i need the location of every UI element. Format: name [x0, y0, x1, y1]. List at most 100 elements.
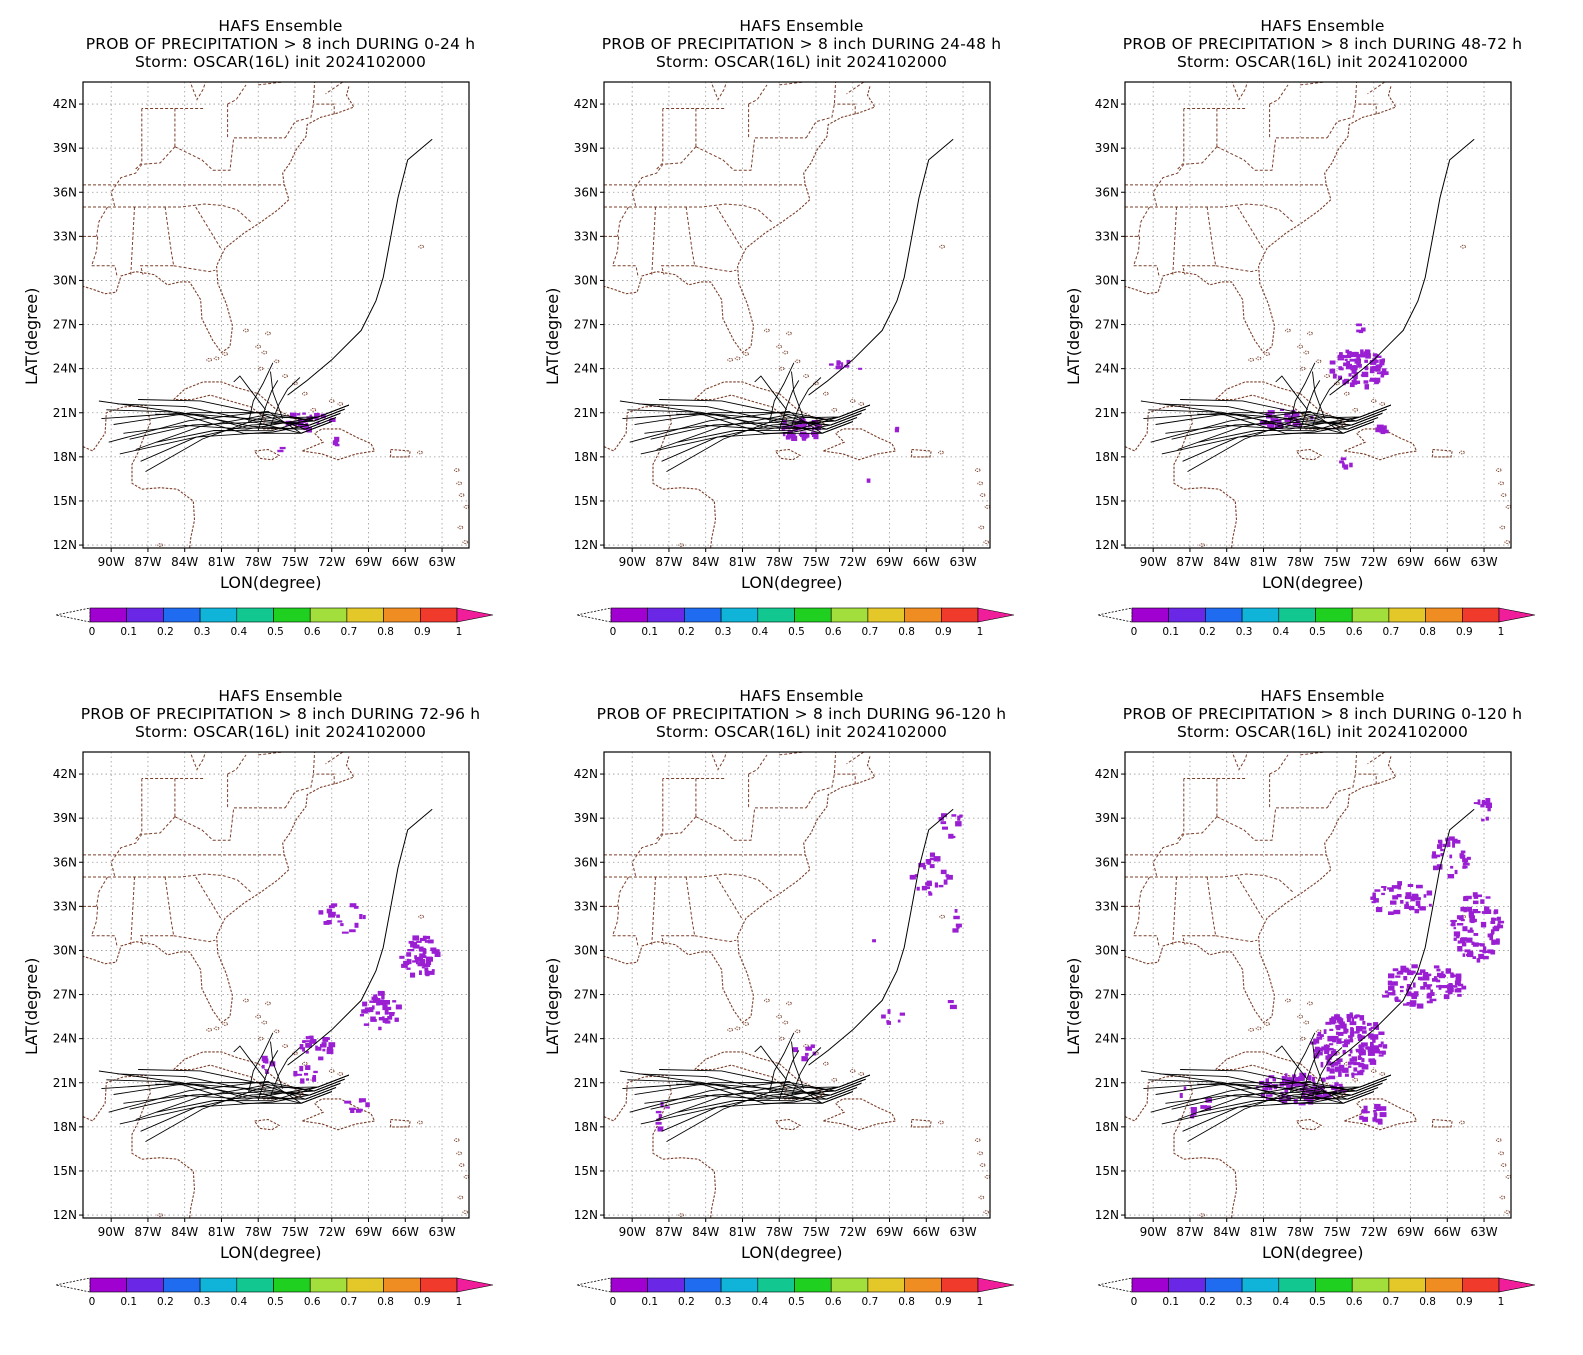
- state-border: [675, 82, 727, 101]
- ensemble-track-branch: [1299, 380, 1321, 431]
- precip-cell: [805, 1046, 812, 1051]
- precip-cell: [1380, 375, 1385, 378]
- precip-cell: [1424, 973, 1432, 977]
- precip-cell: [953, 915, 960, 920]
- precip-cell: [928, 892, 933, 896]
- precip-cell: [1496, 916, 1501, 921]
- lat-tick-label: 15N: [1095, 1164, 1119, 1178]
- ensemble-track: [676, 413, 858, 430]
- precip-cell: [1334, 1082, 1339, 1086]
- precip-cell: [1373, 1113, 1378, 1116]
- precip-cell: [1326, 1076, 1330, 1080]
- state-border: [716, 876, 743, 920]
- precip-cell: [296, 413, 301, 416]
- precip-cell: [955, 923, 962, 928]
- state-border: [1125, 905, 1160, 948]
- precip-cell: [1335, 1068, 1342, 1072]
- precip-cell: [1404, 904, 1409, 909]
- island: [727, 1027, 734, 1032]
- panel-ensemble-title: HAFS Ensemble: [1260, 17, 1385, 35]
- island: [456, 481, 463, 486]
- island: [310, 407, 317, 412]
- ensemble-track: [156, 404, 350, 443]
- precip-cell: [1356, 362, 1361, 366]
- precip-cell: [262, 1060, 267, 1063]
- ensemble-track-branch: [754, 1045, 787, 1081]
- precip-cell: [957, 815, 961, 821]
- lon-tick-label: 90W: [1140, 555, 1167, 569]
- precip-cell: [1482, 946, 1487, 951]
- lat-tick-label: 39N: [574, 141, 598, 155]
- colorbar-label: 0.6: [304, 626, 321, 638]
- precip-cell: [1293, 1099, 1298, 1105]
- colorbar-label: 0.1: [1162, 1296, 1179, 1308]
- coastline: [604, 404, 717, 548]
- precip-cell: [1454, 869, 1458, 875]
- precip-cell: [368, 1008, 374, 1013]
- precip-cell: [1440, 853, 1444, 857]
- precip-cell: [1348, 1054, 1352, 1057]
- ensemble-track-branch: [270, 371, 284, 419]
- precip-cell: [1357, 1070, 1364, 1076]
- precip-cell: [1411, 964, 1418, 969]
- ensemble-track: [1197, 413, 1379, 430]
- precip-cell: [1355, 375, 1358, 380]
- ensemble-track: [108, 410, 332, 443]
- state-border: [1215, 935, 1258, 943]
- precip-cell: [1353, 1067, 1358, 1072]
- colorbar-under-triangle: [1097, 1277, 1133, 1293]
- island: [1264, 1022, 1270, 1026]
- state-border: [1196, 82, 1248, 101]
- lat-tick-label: 24N: [574, 1032, 598, 1046]
- island: [776, 1014, 783, 1019]
- precip-cell: [1285, 1073, 1288, 1078]
- precip-cell: [1436, 985, 1441, 988]
- panel-prob-title: PROB OF PRECIPITATION > 8 inch DURING 0-…: [1122, 705, 1523, 723]
- precip-cell: [1329, 368, 1336, 374]
- precip-cell: [1358, 1063, 1366, 1068]
- island: [1248, 1027, 1255, 1032]
- lat-tick-label: 42N: [53, 97, 77, 111]
- precip-cell: [810, 1044, 815, 1049]
- precip-cell: [1372, 892, 1376, 898]
- precip-cell: [1343, 464, 1349, 470]
- lon-tick-label: 66W: [913, 555, 940, 569]
- precip-cell: [1467, 952, 1474, 958]
- ensemble-track-branch: [247, 362, 274, 424]
- precip-cell: [1465, 895, 1472, 900]
- colorbar-label: 0.1: [641, 1296, 658, 1308]
- precip-cell: [1392, 968, 1399, 972]
- precip-cell: [1464, 949, 1471, 953]
- precip-cell: [1396, 971, 1404, 975]
- precip-cell: [1478, 953, 1484, 959]
- precip-cell: [396, 1006, 401, 1009]
- precip-cell: [1394, 981, 1398, 986]
- lon-tick-label: 78W: [766, 555, 793, 569]
- lat-tick-label: 15N: [1095, 494, 1119, 508]
- island: [255, 1014, 262, 1019]
- precip-cell: [1472, 909, 1478, 912]
- precip-cell: [881, 1014, 886, 1019]
- precip-cell: [1357, 363, 1362, 368]
- precip-cell: [1343, 1027, 1347, 1032]
- precip-cell: [1383, 886, 1386, 891]
- colorbar-over-triangle: [977, 607, 1015, 623]
- state-border: [325, 752, 344, 765]
- state-border: [1367, 752, 1386, 765]
- precip-cell: [1349, 1012, 1353, 1017]
- colorbar-swatch: [1351, 607, 1390, 623]
- precip-cell: [1426, 890, 1433, 896]
- ensemble-track-long: [808, 808, 954, 1066]
- colorbar-swatch: [794, 1277, 832, 1293]
- precip-cell: [326, 920, 332, 925]
- colorbar-label: 0.7: [1383, 626, 1400, 638]
- precip-cell: [381, 994, 385, 1000]
- precip-cell: [1372, 1039, 1376, 1043]
- precip-cell: [1266, 1094, 1270, 1097]
- island: [1504, 540, 1511, 544]
- state-border: [139, 876, 175, 945]
- y-axis-label: LAT(degree): [543, 287, 562, 385]
- coastline: [604, 1074, 717, 1218]
- colorbar-label: 0.7: [1383, 1296, 1400, 1308]
- precip-cell: [1498, 924, 1504, 929]
